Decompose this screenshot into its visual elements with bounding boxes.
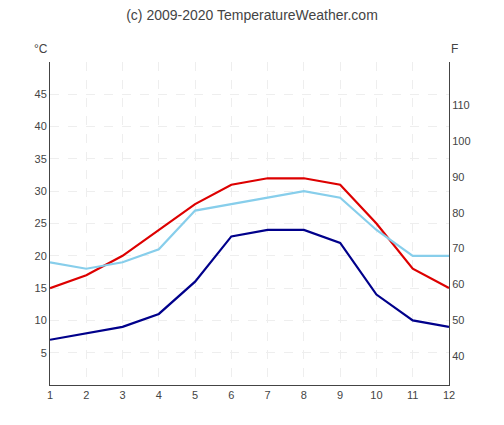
svg-text:20: 20	[35, 250, 47, 262]
svg-text:10: 10	[35, 314, 47, 326]
svg-text:90: 90	[452, 171, 464, 183]
svg-text:5: 5	[192, 389, 198, 401]
svg-text:25: 25	[35, 217, 47, 229]
svg-text:12: 12	[443, 389, 455, 401]
svg-text:80: 80	[452, 207, 464, 219]
svg-text:100: 100	[452, 135, 470, 147]
svg-text:9: 9	[337, 389, 343, 401]
svg-text:6: 6	[228, 389, 234, 401]
svg-text:1: 1	[47, 389, 53, 401]
svg-text:°C: °C	[34, 42, 48, 56]
svg-text:7: 7	[265, 389, 271, 401]
svg-text:50: 50	[452, 314, 464, 326]
svg-text:15: 15	[35, 282, 47, 294]
svg-text:3: 3	[119, 389, 125, 401]
svg-text:110: 110	[452, 99, 470, 111]
svg-text:30: 30	[35, 185, 47, 197]
svg-text:40: 40	[452, 350, 464, 362]
svg-text:60: 60	[452, 278, 464, 290]
svg-text:70: 70	[452, 242, 464, 254]
svg-text:8: 8	[301, 389, 307, 401]
svg-text:10: 10	[370, 389, 382, 401]
svg-text:F: F	[451, 42, 458, 56]
svg-text:45: 45	[35, 88, 47, 100]
svg-text:35: 35	[35, 153, 47, 165]
svg-text:2: 2	[83, 389, 89, 401]
svg-text:5: 5	[41, 347, 47, 359]
svg-text:11: 11	[407, 389, 418, 401]
svg-text:4: 4	[156, 389, 162, 401]
svg-text:(c) 2009-2020 TemperatureWeath: (c) 2009-2020 TemperatureWeather.com	[126, 7, 378, 23]
svg-text:40: 40	[35, 120, 47, 132]
